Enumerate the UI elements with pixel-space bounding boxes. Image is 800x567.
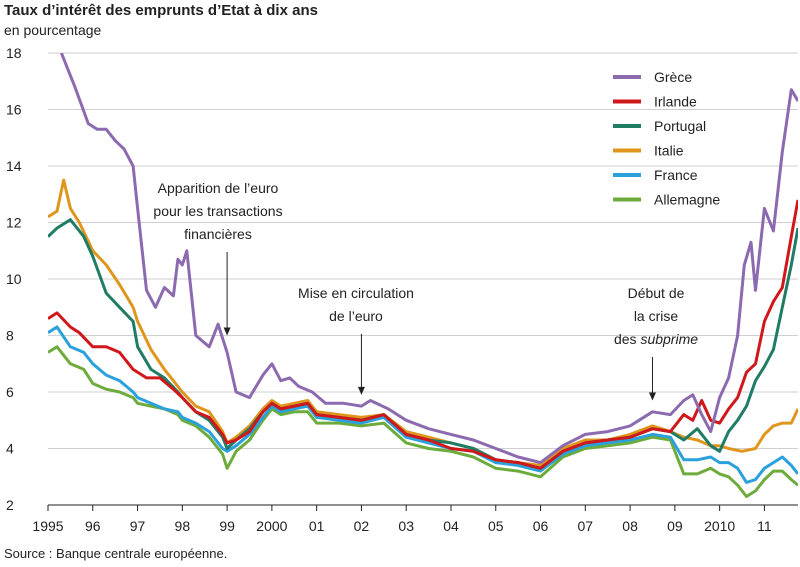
annotation-text: Mise en circulation: [298, 285, 414, 301]
y-tick-label: 18: [6, 45, 22, 61]
x-tick-label: 98: [175, 518, 191, 534]
annotation-text: financières: [184, 226, 252, 242]
annotation-arrow-head: [357, 386, 365, 395]
annotation-text: de l’euro: [329, 308, 383, 324]
x-tick-label: 07: [578, 518, 594, 534]
y-tick-label: 4: [6, 441, 14, 457]
y-tick-label: 8: [6, 328, 14, 344]
annotation-text: Début de: [628, 285, 685, 301]
x-tick-label: 04: [443, 518, 459, 534]
annotation-layer: Apparition de l’euro pour les transaction…: [153, 180, 698, 401]
legend-label: Grèce: [654, 69, 692, 85]
annotation-text: la crise: [634, 308, 679, 324]
y-tick-label: 16: [6, 102, 22, 118]
y-tick-label: 10: [6, 271, 22, 287]
series-line-allemagne: [48, 345, 798, 498]
x-tick-label: 2000: [256, 518, 287, 534]
y-tick-label: 6: [6, 384, 14, 400]
annotation-text: pour les transactions: [153, 203, 282, 219]
legend-label: Portugal: [654, 118, 706, 134]
series-line-grèce: [60, 53, 798, 465]
x-tick-label: 97: [130, 518, 146, 534]
x-tick-label: 08: [622, 518, 638, 534]
chart-source: Source : Banque centrale européenne.: [4, 546, 228, 561]
x-tick-label: 02: [354, 518, 370, 534]
legend: Grèce Irlande Portugal Italie France Allemagn…: [613, 69, 720, 208]
chart-subtitle: en pourcentage: [4, 22, 102, 38]
annotation-text: des subprime: [614, 331, 698, 347]
y-tick-label: 14: [6, 158, 22, 174]
x-tick-label: 11: [757, 518, 772, 534]
annotation-text: Apparition de l’euro: [158, 180, 279, 196]
y-tick-label: 2: [6, 497, 14, 513]
series-line-irlande: [48, 199, 798, 470]
x-tick-label: 05: [488, 518, 504, 534]
legend-label: Allemagne: [654, 192, 720, 208]
x-tick-label: 06: [533, 518, 549, 534]
x-tick-label: 2010: [704, 518, 735, 534]
series-layer: [48, 53, 798, 498]
legend-label: Irlande: [654, 94, 697, 110]
x-tick-label: 99: [219, 518, 235, 534]
annotation-arrow-head: [648, 392, 656, 401]
x-tick-label: 03: [398, 518, 414, 534]
chart-title: Taux d’intérêt des emprunts d’Etat à dix…: [4, 2, 318, 19]
y-tick-label: 12: [6, 215, 22, 231]
x-tick-label: 1995: [32, 518, 63, 534]
axis-layer: 2 4 6 8 10 12 14 16 18 1995 96 97 98 99 2000 01 02 03 04 05…: [6, 45, 798, 534]
x-tick-label: 01: [309, 518, 325, 534]
x-tick-label: 96: [85, 518, 101, 534]
series-line-france: [48, 325, 798, 484]
legend-label: France: [654, 167, 698, 183]
annotation-arrow-head: [223, 327, 231, 336]
grid-lines: [48, 52, 798, 449]
x-tick-label: 09: [667, 518, 683, 534]
legend-label: Italie: [654, 143, 684, 159]
